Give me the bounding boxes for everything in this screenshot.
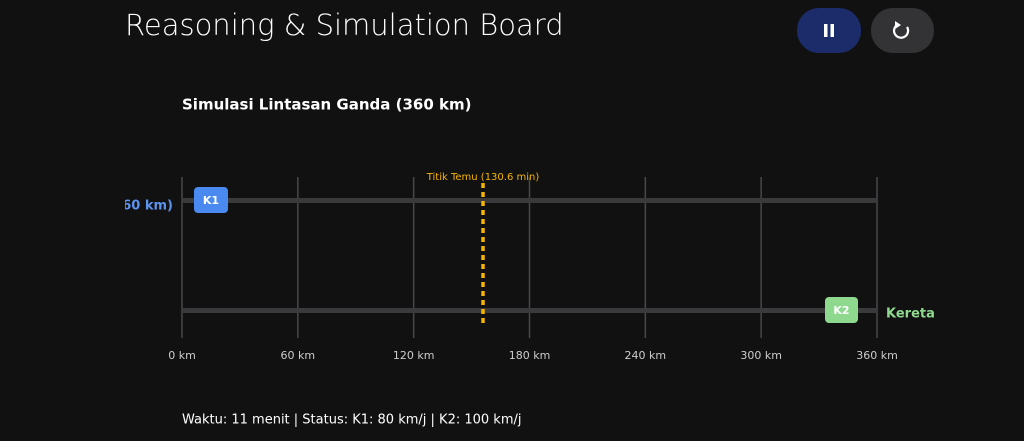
track-label: Kereta: [886, 307, 935, 322]
app-title: Reasoning & Simulation Board: [125, 8, 564, 42]
pause-button[interactable]: [797, 8, 861, 53]
axis-tick-label: 240 km: [625, 349, 667, 362]
meeting-label: Titik Temu (130.6 min): [426, 172, 540, 183]
axis-tick-label: 60 km: [281, 349, 316, 362]
train-label: K2: [833, 304, 849, 317]
track-label: 360 km): [113, 199, 173, 214]
reset-button[interactable]: [871, 8, 934, 53]
axis-tick-label: 300 km: [740, 349, 782, 362]
axis-tick-label: 0 km: [168, 349, 196, 362]
axis-tick-label: 360 km: [856, 349, 898, 362]
axis-tick-label: 120 km: [393, 349, 435, 362]
axis-tick-label: 180 km: [509, 349, 551, 362]
train-k1: [194, 187, 228, 213]
status-text: Waktu: 11 menit | Status: K1: 80 km/j | …: [182, 413, 521, 428]
board-title: Simulasi Lintasan Ganda (360 km): [182, 96, 471, 114]
train-label: K1: [203, 194, 219, 207]
track-1: [182, 198, 877, 203]
track-2: [182, 308, 877, 313]
train-k2: [825, 297, 858, 323]
